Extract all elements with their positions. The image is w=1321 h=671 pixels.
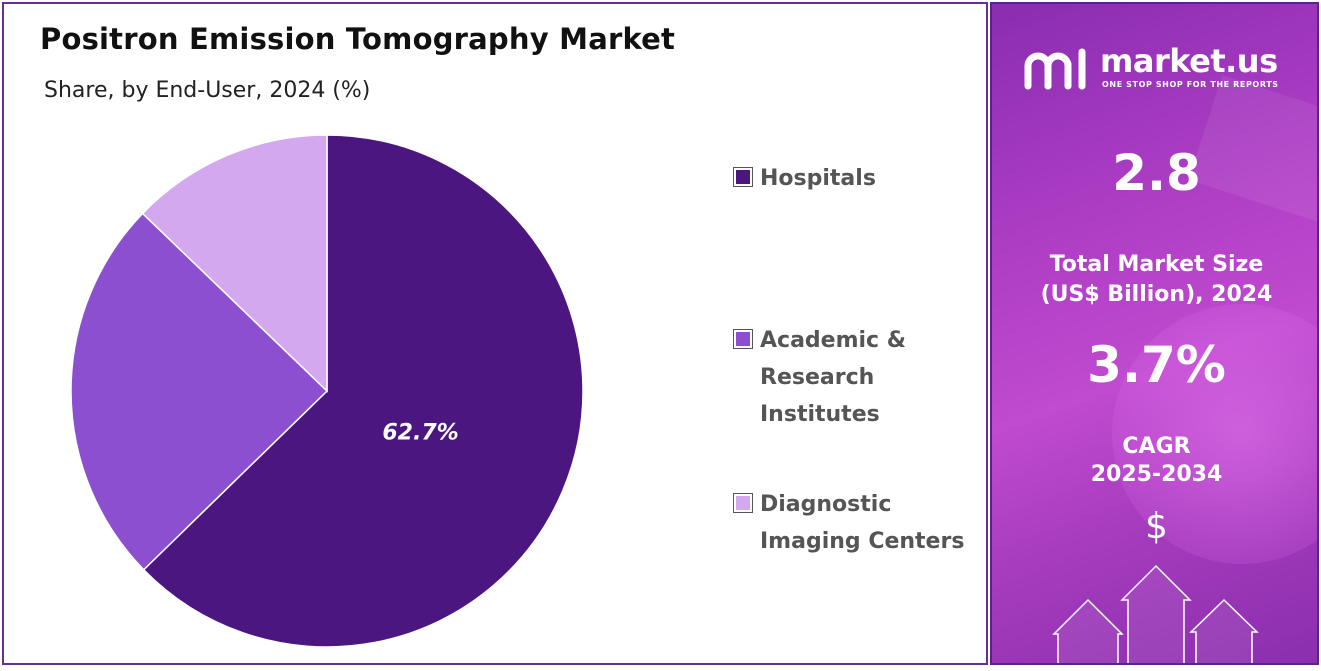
pie-data-label-0: 62.7% [382,421,458,446]
brand-tagline: ONE STOP SHOP FOR THE REPORTS [1102,80,1279,89]
market-size-label-line2: (US$ Billion), 2024 [1040,282,1273,307]
legend-swatch [734,494,752,512]
chart-title: Positron Emission Tomography Market [40,22,676,56]
pie-slice-1 [70,212,329,571]
legend-label-line: Imaging Centers [760,529,965,554]
legend-label-line: Research [760,365,875,390]
market-size-value: 2.8 [1112,144,1201,202]
cagr-label-line1: CAGR [1122,434,1191,459]
pie-slice-2 [141,134,328,393]
up-arrow-icon [1189,598,1259,663]
chart-panel: Positron Emission Tomography Market Shar… [2,2,988,665]
legend-swatch [734,168,752,186]
dollar-icon: $ [1145,506,1168,547]
legend-label-line: Institutes [760,402,880,427]
legend-label-line: Hospitals [760,166,876,191]
up-arrow-icon [1052,598,1124,663]
brand-name: market.us [1100,42,1278,80]
legend-item-hospitals: Hospitals [734,160,980,197]
legend-label-line: Academic & [760,328,906,353]
legend-item-diagnostic-imaging: Diagnostic Imaging Centers [734,486,980,560]
brand-logo: market.us ONE STOP SHOP FOR THE REPORTS [1024,42,1304,96]
chart-subtitle: Share, by End-User, 2024 (%) [44,78,371,103]
cagr-value: 3.7% [1087,336,1226,394]
legend-swatch [734,330,752,348]
pie-chart: 62.7% [70,134,584,648]
background-glow [1112,304,1317,564]
legend-item-academic-research: Academic & Research Institutes [734,322,980,433]
growth-arrows [1052,564,1259,663]
pie-slice-0 [142,134,584,648]
market-size-label-line1: Total Market Size [1049,252,1264,277]
summary-panel: market.us ONE STOP SHOP FOR THE REPORTS … [990,2,1319,665]
market-us-logo-icon [1024,48,1086,90]
legend-label-line: Diagnostic [760,492,892,517]
cagr-label-line2: 2025-2034 [1090,462,1223,487]
up-arrow-icon [1120,564,1192,663]
